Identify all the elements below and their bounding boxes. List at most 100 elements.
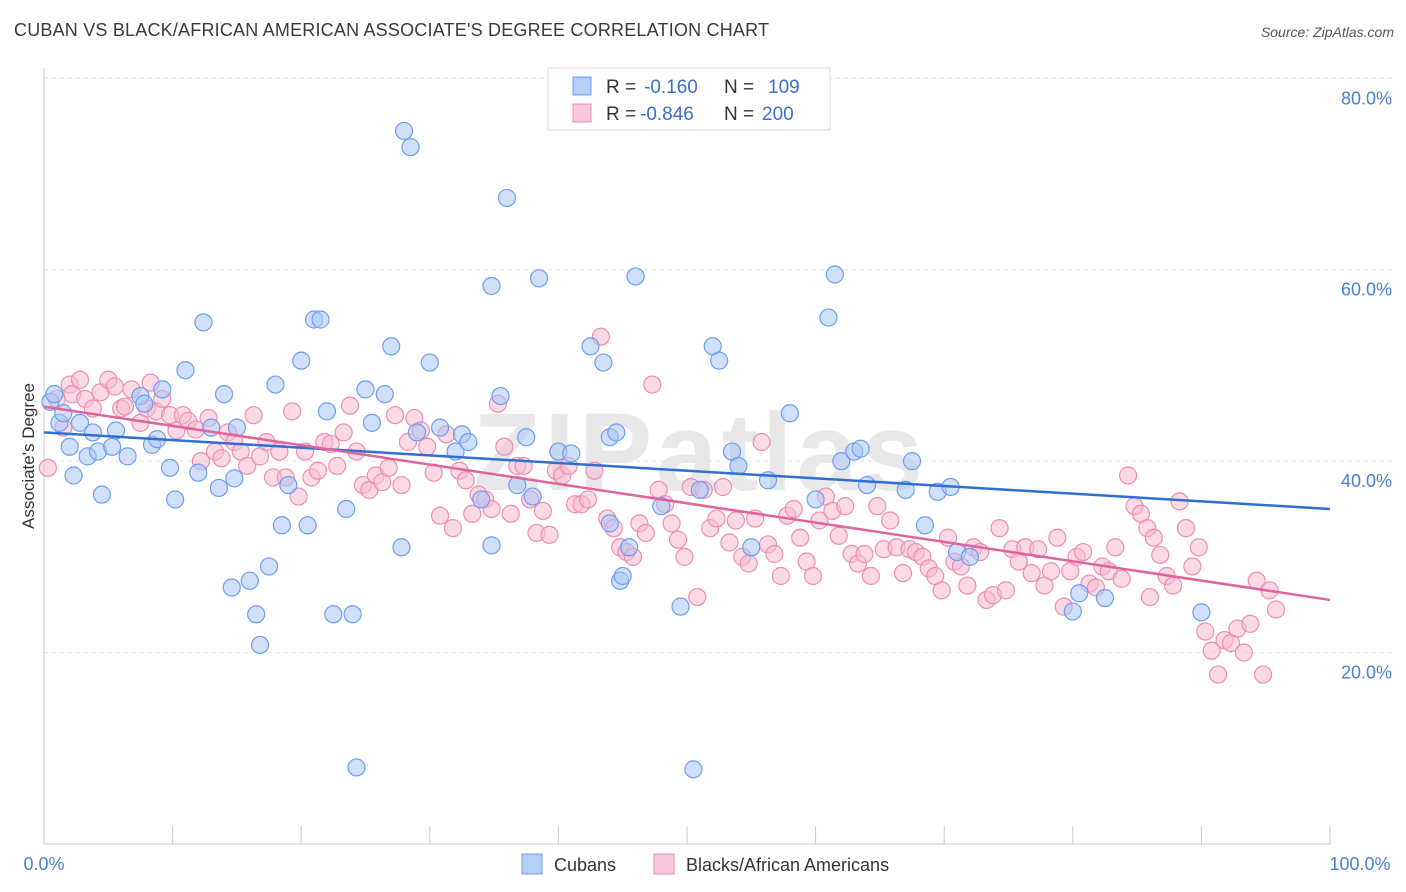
black-point-189 [1254, 665, 1273, 684]
cuban-point-53 [407, 423, 427, 442]
black-point-66 [463, 504, 482, 523]
black-point-178 [1183, 557, 1202, 576]
x-ticks [43, 826, 1331, 844]
cuban-point-69 [581, 337, 600, 356]
y-tick-labels: 20.0% 40.0% 60.0% 80.0% [1341, 88, 1392, 682]
cuban-point-38 [298, 516, 317, 535]
cuban-point-40 [311, 310, 330, 329]
legend-r-value-2: -0.846 [640, 104, 694, 125]
black-point-149 [996, 581, 1016, 600]
x-tick-label-max: 100.0% [1329, 854, 1390, 874]
cuban-point-63 [497, 188, 517, 208]
black-point-101 [688, 587, 707, 607]
cuban-point-19 [160, 458, 180, 477]
black-point-12 [115, 397, 135, 416]
black-point-5 [70, 370, 90, 389]
source-label: Source: ZipAtlas.com [1260, 24, 1394, 40]
cuban-point-31 [247, 605, 266, 624]
cuban-point-58 [459, 432, 478, 452]
cuban-point-79 [671, 597, 690, 616]
cuban-point-11 [103, 437, 122, 456]
black-point-93 [636, 523, 655, 543]
cuban-point-29 [222, 578, 241, 597]
cuban-point-49 [382, 337, 401, 356]
black-point-148 [990, 519, 1009, 538]
legend-r-label-1: R = [606, 77, 636, 98]
black-point-94 [643, 375, 662, 394]
cuban-point-21 [176, 361, 195, 380]
cuban-point-59 [472, 490, 491, 509]
cuban-point-51 [394, 121, 414, 141]
black-point-177 [1176, 519, 1196, 538]
trend-lines [43, 405, 1331, 602]
black-point-46 [334, 423, 353, 442]
y-tick-label-20: 20.0% [1341, 663, 1392, 683]
cuban-point-10 [92, 485, 111, 504]
cuban-point-103 [1063, 602, 1082, 621]
black-point-172 [1144, 528, 1163, 547]
cuban-point-32 [250, 635, 270, 655]
cuban-point-85 [729, 456, 748, 476]
cuban-point-34 [266, 375, 285, 394]
cuban-point-83 [710, 351, 729, 370]
cuban-point-68 [562, 444, 581, 463]
black-point-59 [418, 437, 437, 456]
cuban-point-105 [1095, 588, 1115, 608]
y-tick-label-40: 40.0% [1341, 471, 1392, 491]
black-point-72 [501, 504, 520, 523]
black-point-114 [771, 566, 790, 586]
cuban-point-106 [1192, 603, 1211, 622]
black-point-128 [861, 566, 880, 586]
cuban-point-62 [491, 386, 510, 406]
cuban-point-80 [684, 760, 703, 779]
y-axis-title: Associate's Degree [19, 383, 38, 529]
black-point-55 [392, 475, 411, 495]
legend-n-label-2: N = [724, 104, 754, 125]
black-point-32 [244, 406, 263, 425]
cuban-point-47 [362, 413, 382, 432]
cuban-point-43 [337, 499, 356, 519]
black-point-173 [1151, 545, 1170, 565]
black-point-98 [668, 530, 688, 549]
cuban-point-88 [780, 404, 799, 423]
black-point-179 [1189, 538, 1208, 557]
legend-swatch-cubans [572, 76, 592, 96]
black-point-166 [1106, 538, 1125, 557]
black-point-47 [340, 396, 360, 415]
black-point-0 [38, 458, 57, 477]
cuban-point-6 [70, 413, 90, 432]
cuban-point-94 [851, 439, 870, 458]
cuban-point-5 [64, 466, 83, 485]
cuban-point-30 [240, 571, 259, 590]
series-cubans-points [41, 121, 1211, 779]
black-point-42 [308, 461, 328, 480]
y-tick-label-80: 80.0% [1341, 88, 1392, 108]
black-point-84 [578, 490, 598, 509]
black-point-153 [1022, 564, 1041, 583]
black-point-39 [289, 487, 308, 506]
cuban-point-102 [960, 547, 980, 566]
cuban-point-48 [375, 385, 394, 404]
black-point-191 [1266, 600, 1286, 619]
black-point-111 [752, 432, 771, 452]
cuban-point-97 [902, 452, 922, 471]
black-point-186 [1234, 643, 1253, 662]
black-point-168 [1118, 466, 1138, 485]
black-point-119 [803, 566, 823, 586]
cuban-point-22 [189, 463, 208, 482]
black-point-104 [707, 509, 726, 528]
black-point-113 [765, 544, 784, 564]
cuban-point-20 [166, 490, 185, 509]
cuban-point-15 [135, 394, 154, 413]
cuban-point-18 [153, 380, 172, 399]
black-point-54 [385, 406, 405, 425]
series-black-points [38, 327, 1286, 684]
black-point-157 [1048, 528, 1067, 547]
legend-n-value-1: 109 [768, 77, 800, 98]
cuban-point-73 [600, 514, 619, 533]
cuban-point-44 [343, 605, 362, 624]
black-point-143 [958, 576, 977, 595]
cuban-point-35 [272, 516, 292, 535]
cuban-point-104 [1070, 584, 1089, 603]
cuban-point-70 [594, 353, 613, 372]
